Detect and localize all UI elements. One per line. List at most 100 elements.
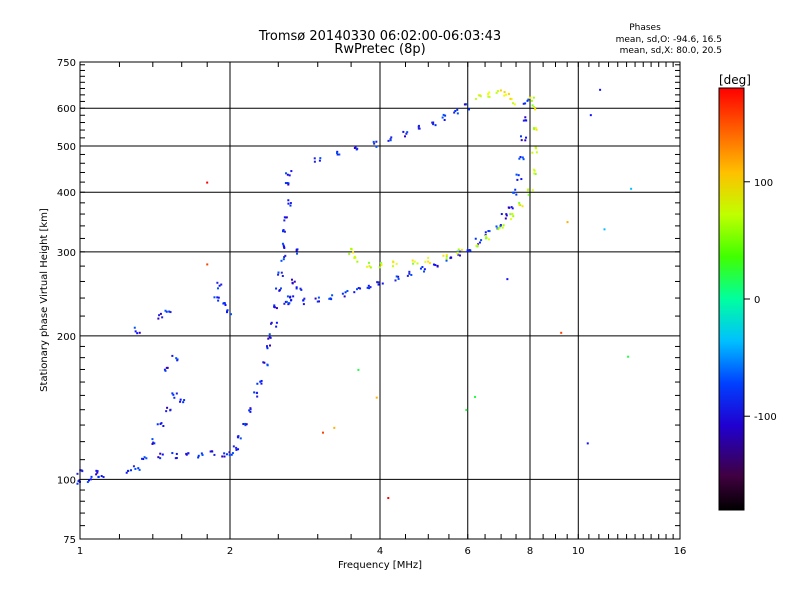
data-point	[517, 174, 520, 177]
data-point	[468, 108, 471, 111]
data-point	[512, 191, 515, 194]
data-point	[474, 395, 477, 398]
data-point	[375, 396, 378, 399]
data-point	[322, 431, 325, 434]
data-point	[291, 282, 294, 285]
data-point	[405, 132, 408, 135]
data-point	[317, 300, 320, 303]
data-point	[267, 337, 270, 340]
data-point	[273, 305, 276, 308]
data-point	[445, 254, 448, 257]
data-point	[89, 478, 92, 481]
data-point	[560, 331, 563, 334]
data-point	[179, 400, 182, 403]
y-tick-label: 100	[57, 475, 76, 486]
data-point	[389, 139, 392, 142]
data-point	[454, 109, 457, 112]
data-point	[353, 147, 356, 150]
data-point	[456, 251, 459, 254]
data-point	[228, 454, 231, 457]
data-point	[283, 230, 286, 233]
data-point	[532, 105, 535, 108]
data-point	[531, 151, 534, 154]
data-point	[289, 204, 292, 207]
data-point	[445, 257, 448, 260]
data-point	[140, 457, 143, 460]
data-point	[270, 321, 273, 324]
data-point	[533, 169, 536, 172]
data-point	[532, 96, 535, 99]
data-point	[244, 424, 247, 427]
data-point	[366, 286, 369, 289]
data-point	[390, 136, 393, 139]
data-point	[159, 422, 162, 425]
data-point	[369, 266, 372, 269]
data-point	[511, 207, 514, 210]
data-point	[476, 245, 479, 248]
colorbar-tick-label: -100	[754, 412, 777, 423]
data-point	[431, 121, 434, 124]
data-point	[468, 248, 471, 251]
data-point	[249, 407, 252, 410]
data-point	[367, 261, 370, 264]
y-axis-label: Stationary phase Virtual Height [km]	[39, 208, 50, 392]
data-point	[201, 453, 204, 456]
data-point	[287, 199, 290, 202]
data-point	[256, 382, 259, 385]
data-point	[442, 254, 445, 257]
data-point	[316, 300, 319, 303]
data-point	[485, 234, 488, 237]
data-point	[432, 263, 435, 266]
data-point	[392, 261, 395, 264]
data-point	[488, 91, 491, 94]
data-point	[484, 231, 487, 234]
data-point	[434, 124, 437, 127]
data-point	[277, 271, 280, 274]
data-point	[263, 361, 266, 364]
data-point	[522, 102, 525, 105]
data-point	[599, 88, 602, 91]
data-point	[295, 248, 298, 251]
data-point	[521, 156, 524, 159]
data-point	[434, 264, 437, 267]
data-point	[165, 310, 168, 313]
data-point	[532, 168, 535, 171]
data-point	[239, 437, 242, 440]
data-point	[487, 95, 490, 98]
data-point	[531, 104, 534, 107]
data-point	[100, 475, 103, 478]
data-point	[281, 275, 284, 278]
data-point	[534, 107, 537, 110]
data-point	[293, 280, 296, 283]
data-point	[78, 479, 81, 482]
data-point	[441, 116, 444, 119]
data-point	[509, 97, 512, 100]
data-point	[357, 286, 360, 289]
data-point	[534, 172, 537, 175]
data-point	[269, 336, 272, 339]
data-point	[408, 272, 411, 275]
data-point	[249, 410, 252, 413]
data-point	[411, 259, 414, 262]
colorbar-tick-label: 100	[754, 178, 773, 189]
data-point	[509, 213, 512, 216]
data-point	[475, 244, 478, 247]
data-point	[525, 119, 528, 122]
data-point	[348, 252, 351, 255]
data-point	[86, 481, 89, 484]
data-point	[283, 302, 286, 305]
data-point	[166, 366, 169, 369]
data-point	[171, 354, 174, 357]
data-point	[402, 130, 405, 133]
y-tick-label: 500	[57, 142, 76, 153]
data-point	[275, 325, 278, 328]
data-point	[230, 313, 233, 316]
data-point	[295, 286, 298, 289]
data-point	[259, 380, 262, 383]
data-point	[519, 156, 522, 159]
data-point	[182, 401, 185, 404]
data-point	[412, 262, 415, 265]
data-point	[366, 265, 369, 268]
data-point	[206, 181, 209, 184]
data-point	[224, 304, 227, 307]
